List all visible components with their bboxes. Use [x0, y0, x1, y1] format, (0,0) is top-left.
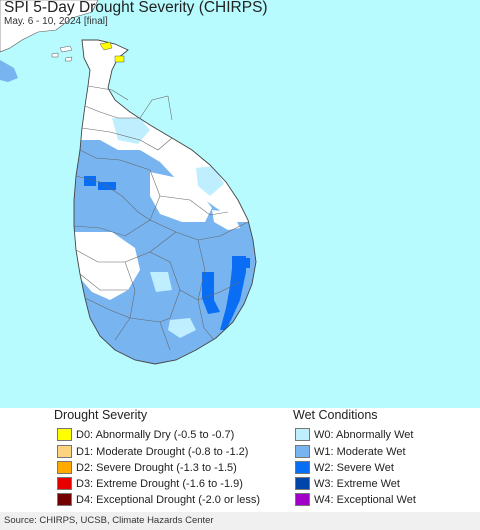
footer-bar: Source: CHIRPS, UCSB, Climate Hazards Ce…	[0, 512, 480, 530]
legend-label: W3: Extreme Wet	[314, 477, 400, 490]
legend-label: D2: Severe Drought (-1.3 to -1.5)	[76, 461, 237, 474]
legend-label: W0: Abnormally Wet	[314, 428, 414, 441]
w0-patch-center	[150, 272, 172, 292]
w1-region	[74, 140, 256, 364]
jaffna-islands	[51, 45, 73, 62]
normal-hole-east	[212, 210, 240, 230]
w2-east-strip	[220, 256, 246, 330]
d0-patch-north	[114, 55, 125, 63]
drought-legend-title: Drought Severity	[54, 408, 148, 422]
legend-label: W2: Severe Wet	[314, 461, 394, 474]
sri-lanka-island	[74, 40, 256, 364]
legend-item-w4: W4: Exceptional Wet	[295, 492, 416, 507]
legend-label: D0: Abnormally Dry (-0.5 to -0.7)	[76, 428, 235, 441]
legend-swatch	[57, 428, 72, 441]
legend-label: W4: Exceptional Wet	[314, 493, 416, 506]
legend-swatch	[295, 493, 310, 506]
w0-patch-north	[112, 118, 150, 144]
map-title: SPI 5-Day Drought Severity (CHIRPS)	[4, 0, 268, 16]
legend-item-d2: D2: Severe Drought (-1.3 to -1.5)	[57, 460, 237, 475]
india-wet-patch	[0, 60, 18, 82]
normal-hole-west	[74, 232, 140, 300]
island-outline	[73, 39, 257, 365]
legend-swatch	[57, 477, 72, 490]
w2-northwest	[84, 176, 116, 190]
legend-swatch	[57, 461, 72, 474]
legend-item-w3: W3: Extreme Wet	[295, 476, 400, 491]
w0-patch-east	[196, 166, 224, 196]
legend-swatch	[295, 461, 310, 474]
legend-swatch	[57, 445, 72, 458]
legend-item-w2: W2: Severe Wet	[295, 460, 394, 475]
legend-item-d0: D0: Abnormally Dry (-0.5 to -0.7)	[57, 427, 234, 442]
legend-item-w0: W0: Abnormally Wet	[295, 427, 413, 442]
legend-label: W1: Moderate Wet	[314, 445, 406, 458]
w2-east-block	[202, 272, 220, 314]
legend-label: D1: Moderate Drought (-0.8 to -1.2)	[76, 445, 249, 458]
d0-patch-jaffna	[99, 41, 113, 51]
legend-label: D3: Extreme Drought (-1.6 to -1.9)	[76, 477, 243, 490]
legend-swatch	[295, 445, 310, 458]
legend-swatch	[57, 493, 72, 506]
legend-swatch	[295, 477, 310, 490]
legend-item-d1: D1: Moderate Drought (-0.8 to -1.2)	[57, 444, 248, 459]
normal-hole-center	[150, 172, 212, 222]
district-boundaries	[73, 85, 249, 351]
legend-item-d4: D4: Exceptional Drought (-2.0 or less)	[57, 492, 260, 507]
legend-item-d3: D3: Extreme Drought (-1.6 to -1.9)	[57, 476, 243, 491]
india-coast	[0, 0, 99, 53]
drought-map	[0, 0, 480, 408]
legend-label: D4: Exceptional Drought (-2.0 or less)	[76, 493, 261, 506]
legend-item-w1: W1: Moderate Wet	[295, 444, 406, 459]
w2-east-upper	[236, 258, 250, 268]
wet-legend-title: Wet Conditions	[293, 408, 378, 422]
legend-swatch	[295, 428, 310, 441]
w0-patch-south	[168, 318, 196, 338]
source-credit: Source: CHIRPS, UCSB, Climate Hazards Ce…	[4, 515, 214, 526]
map-subtitle: May. 6 - 10, 2024 [final]	[4, 16, 108, 27]
